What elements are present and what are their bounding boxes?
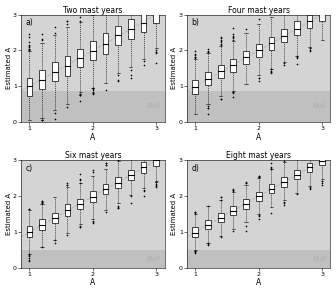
Text: d): d): [191, 164, 199, 173]
X-axis label: A: A: [256, 133, 261, 142]
Bar: [218, 65, 223, 78]
X-axis label: A: A: [90, 133, 95, 142]
Bar: [319, 155, 325, 165]
Bar: [205, 72, 211, 85]
Bar: [128, 170, 134, 180]
Bar: [90, 41, 96, 60]
Bar: [52, 62, 57, 81]
Bar: [77, 199, 83, 209]
Bar: [294, 21, 300, 35]
Bar: [39, 70, 45, 89]
Text: b): b): [191, 18, 199, 27]
Title: Six mast years: Six mast years: [65, 151, 121, 160]
Bar: [307, 15, 312, 28]
Text: c): c): [26, 164, 33, 173]
Bar: [21, 250, 165, 268]
Bar: [243, 51, 249, 64]
Bar: [90, 191, 96, 202]
Bar: [256, 192, 262, 201]
Bar: [319, 7, 325, 21]
Y-axis label: Estimated A: Estimated A: [171, 47, 177, 89]
Text: Null: Null: [146, 103, 160, 109]
Title: Eight mast years: Eight mast years: [226, 151, 291, 160]
Bar: [77, 49, 83, 67]
Bar: [268, 184, 274, 193]
Bar: [193, 80, 198, 93]
Bar: [281, 29, 287, 42]
Bar: [115, 177, 121, 188]
Bar: [187, 250, 330, 268]
Bar: [65, 204, 70, 216]
Title: Four mast years: Four mast years: [228, 6, 290, 15]
Bar: [154, 5, 159, 23]
Bar: [243, 199, 249, 209]
Bar: [256, 44, 262, 57]
Bar: [294, 170, 300, 179]
Bar: [187, 91, 330, 122]
Text: Null: Null: [312, 256, 326, 262]
Bar: [39, 219, 45, 230]
Bar: [154, 155, 159, 166]
Bar: [230, 206, 236, 215]
X-axis label: A: A: [90, 278, 95, 287]
Bar: [205, 220, 211, 229]
Bar: [281, 177, 287, 187]
X-axis label: A: A: [256, 278, 261, 287]
Bar: [65, 56, 70, 76]
Bar: [27, 78, 32, 96]
Bar: [218, 214, 223, 222]
Bar: [307, 163, 312, 172]
Title: Two mast years: Two mast years: [63, 6, 123, 15]
Text: Null: Null: [146, 256, 160, 262]
Text: Null: Null: [312, 103, 326, 109]
Bar: [27, 226, 32, 237]
Bar: [128, 19, 134, 39]
Bar: [141, 13, 146, 32]
Y-axis label: Estimated A: Estimated A: [6, 193, 11, 235]
Bar: [21, 91, 165, 122]
Bar: [268, 37, 274, 50]
Bar: [193, 227, 198, 237]
Bar: [141, 162, 146, 173]
Bar: [230, 59, 236, 72]
Bar: [115, 26, 121, 45]
Text: a): a): [26, 18, 33, 27]
Y-axis label: Estimated A: Estimated A: [6, 47, 11, 89]
Bar: [103, 183, 109, 194]
Bar: [103, 33, 109, 54]
Bar: [52, 212, 57, 224]
Y-axis label: Estimated A: Estimated A: [171, 193, 177, 235]
